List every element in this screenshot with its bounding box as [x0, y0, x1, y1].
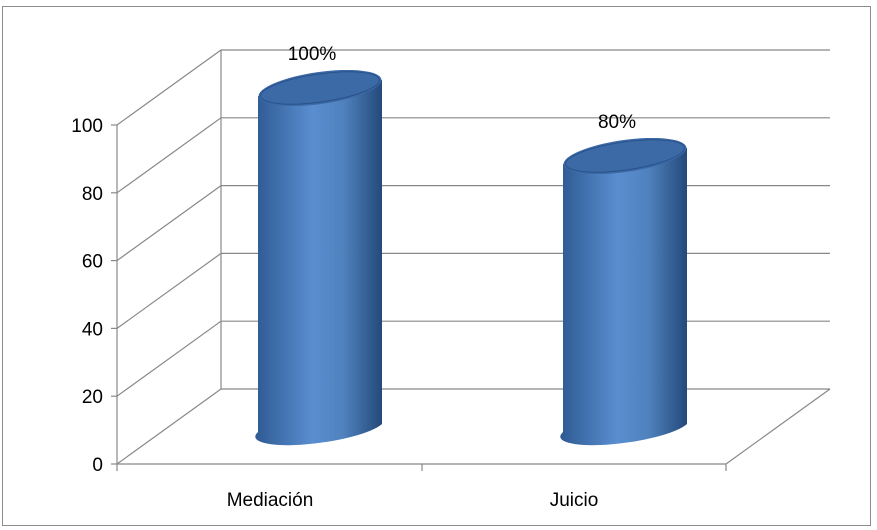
gridline-side [116, 49, 222, 126]
x-tick-labels: Mediación Juicio [227, 490, 599, 511]
bar-top-rim [565, 139, 685, 173]
x-axis: Mediación Juicio [116, 463, 727, 511]
bars-layer [255, 69, 687, 446]
bar-1 [255, 69, 382, 446]
floor-edge [725, 388, 831, 465]
data-label-2: 80% [598, 112, 636, 133]
x-tick-marks [116, 464, 727, 471]
bar-body [560, 148, 687, 446]
bar-top [258, 69, 382, 107]
y-axis: 0 20 40 60 80 100 [71, 116, 118, 476]
gridline-side [116, 117, 222, 194]
grid-layer [116, 49, 831, 465]
bar-top-rim [260, 71, 380, 105]
data-labels: 100% 80% [288, 44, 636, 133]
x-tick-label: Juicio [550, 490, 599, 511]
y-tick-label: 0 [92, 455, 103, 476]
x-tick-label: Mediación [227, 490, 314, 511]
y-tick-label: 40 [82, 319, 103, 340]
gridline-side [116, 388, 222, 465]
y-tick-labels: 0 20 40 60 80 100 [71, 116, 117, 476]
y-tick-label: 100 [71, 116, 103, 137]
gridline-side [116, 252, 222, 329]
data-label-1: 100% [288, 44, 337, 65]
y-tick-label: 60 [82, 252, 103, 273]
y-tick-label: 20 [82, 387, 103, 408]
gridline-side [116, 185, 222, 262]
bar-body [255, 80, 382, 446]
gridline-side [116, 320, 222, 397]
y-tick-label: 80 [82, 184, 103, 205]
bar-2 [560, 137, 687, 446]
bar-top [563, 137, 687, 175]
chart-frame [2, 6, 871, 526]
